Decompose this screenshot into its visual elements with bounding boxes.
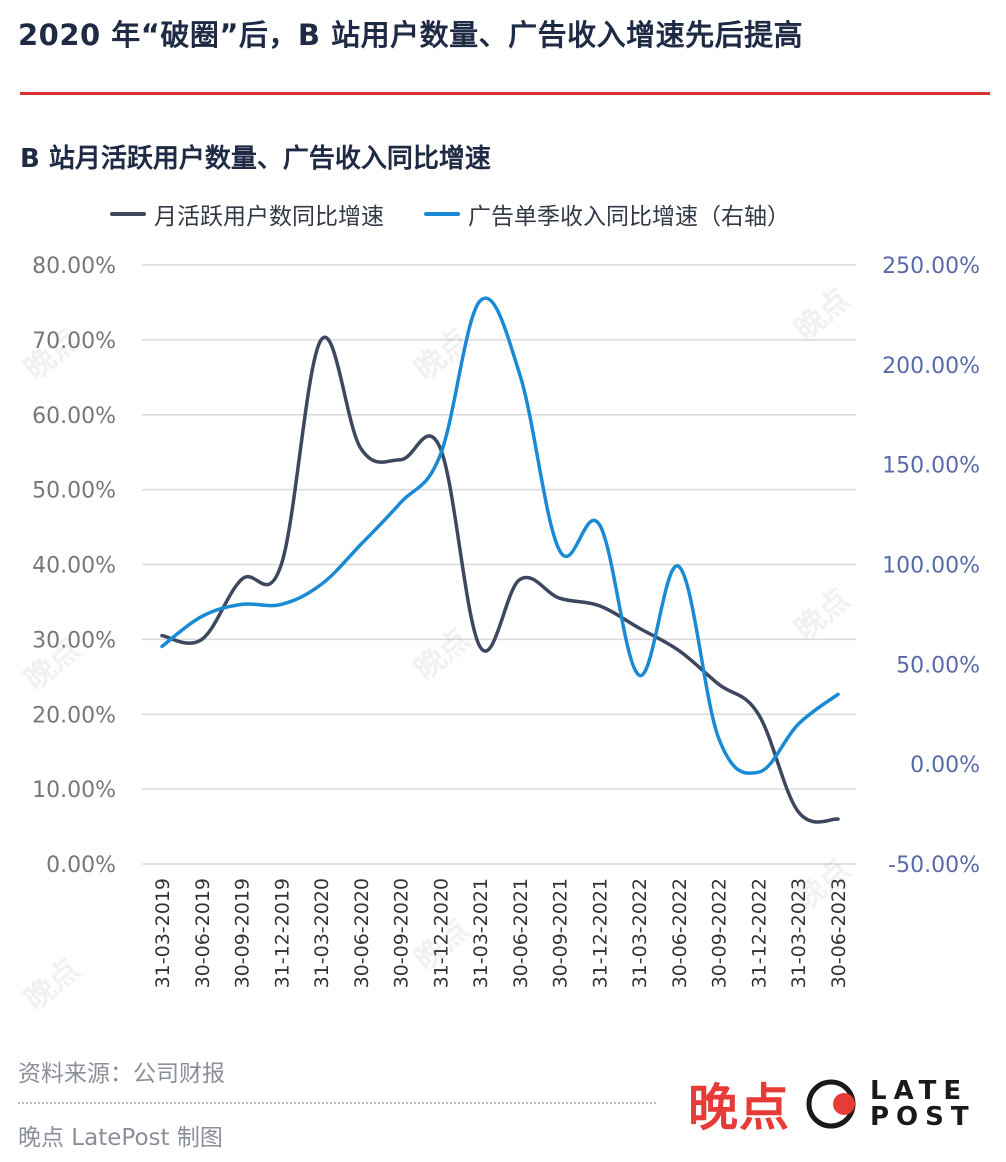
line-chart: 0.00% 10.00% 20.00% 30.00% 40.00% 50.00% 60.00…	[32, 254, 980, 988]
source-note: 资料来源：公司财报	[18, 1061, 225, 1087]
headline: 2020 年“破圈”后，B 站用户数量、广告收入增速先后提高	[18, 18, 804, 52]
left-axis-tick-label: 50.00%	[32, 479, 116, 504]
credit-note: 晚点 LatePost 制图	[18, 1125, 223, 1151]
legend-label-mau: 月活跃用户数同比增速	[154, 204, 384, 230]
x-axis-tick-label: 30-06-2022	[669, 878, 691, 988]
right-axis-tick-label: -50.00%	[888, 853, 980, 878]
series-lines	[160, 296, 840, 824]
x-axis-tick-label: 31-12-2020	[430, 878, 452, 988]
x-axis-tick-label: 31-03-2021	[470, 878, 492, 988]
x-axis: 31-03-2019 30-06-2019 30-09-2019 31-12-2019…	[152, 878, 850, 988]
logo-wordmark-cn: 晚点	[688, 1079, 790, 1137]
left-axis-tick-label: 40.00%	[32, 554, 116, 579]
accent-divider	[20, 92, 990, 95]
left-axis-tick-label: 30.00%	[32, 628, 116, 653]
x-axis-tick-label: 30-09-2020	[391, 878, 413, 988]
x-axis-tick-label: 30-09-2019	[232, 878, 254, 988]
chart-legend: 月活跃用户数同比增速 广告单季收入同比增速（右轴）	[110, 196, 790, 232]
left-axis-tick-label: 80.00%	[32, 254, 116, 279]
series-line-ad-revenue-growth	[160, 296, 840, 775]
logo-circle-icon	[806, 1079, 856, 1129]
legend-item-ad: 广告单季收入同比增速（右轴）	[424, 197, 790, 231]
x-axis-tick-label: 31-03-2023	[788, 878, 810, 988]
right-axis-tick-label: 50.00%	[896, 653, 980, 678]
footer-divider	[18, 1102, 656, 1104]
legend-swatch-mau	[110, 212, 146, 216]
left-axis-tick-label: 60.00%	[32, 404, 116, 429]
x-axis-tick-label: 30-09-2021	[550, 878, 572, 988]
right-axis-tick-label: 0.00%	[910, 753, 980, 778]
x-axis-tick-label: 31-03-2020	[311, 878, 333, 988]
x-axis-tick-label: 31-12-2022	[748, 878, 770, 988]
legend-item-mau: 月活跃用户数同比增速	[110, 197, 384, 231]
logo-en-bottom: POST	[870, 1102, 976, 1132]
x-axis-tick-label: 30-06-2023	[828, 878, 850, 988]
x-axis-tick-label: 31-12-2019	[271, 878, 293, 988]
x-axis-tick-label: 30-06-2021	[510, 878, 532, 988]
legend-swatch-ad	[424, 212, 460, 216]
x-axis-tick-label: 31-03-2022	[629, 878, 651, 988]
x-axis-tick-label: 30-09-2022	[709, 878, 731, 988]
x-axis-tick-label: 30-06-2020	[351, 878, 373, 988]
x-axis-tick-label: 31-12-2021	[589, 878, 611, 988]
left-y-axis: 0.00% 10.00% 20.00% 30.00% 40.00% 50.00% 60.00…	[32, 254, 116, 878]
right-axis-tick-label: 250.00%	[882, 254, 980, 279]
left-axis-tick-label: 10.00%	[32, 778, 116, 803]
series-line-mau-growth	[160, 335, 840, 824]
logo-en-top: LATE	[870, 1076, 969, 1106]
right-axis-tick-label: 100.00%	[882, 554, 980, 579]
right-axis-tick-label: 200.00%	[882, 354, 980, 379]
left-axis-tick-label: 20.00%	[32, 703, 116, 728]
left-axis-tick-label: 0.00%	[46, 853, 116, 878]
logo-wordmark-en: LATE POST	[870, 1078, 976, 1130]
grid-lines	[142, 264, 856, 865]
legend-label-ad: 广告单季收入同比增速（右轴）	[468, 204, 790, 230]
x-axis-tick-label: 30-06-2019	[192, 878, 214, 988]
right-axis-tick-label: 150.00%	[882, 454, 980, 479]
x-axis-tick-label: 31-03-2019	[152, 878, 174, 988]
right-y-axis: -50.00% 0.00% 50.00% 100.00% 150.00% 200.00% 2…	[882, 254, 980, 878]
chart-title: B 站月活跃用户数量、广告收入同比增速	[20, 144, 491, 174]
latepost-logo: 晚点 LATE POST	[688, 1072, 1000, 1137]
left-axis-tick-label: 70.00%	[32, 329, 116, 354]
